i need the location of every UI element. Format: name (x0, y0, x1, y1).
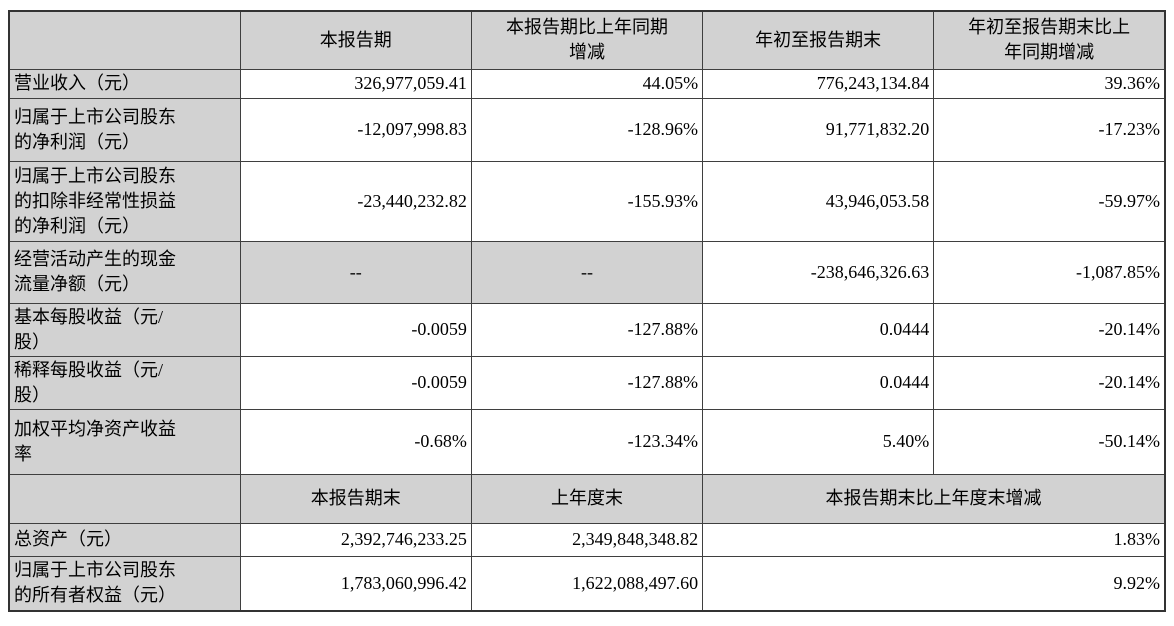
row-label: 总资产（元） (8, 522, 241, 557)
header-row-period: 本报告期 本报告期比上年同期 增减 年初至报告期末 年初至报告期末比上 年同期增… (8, 10, 1166, 70)
value-cell: 44.05% (470, 68, 704, 99)
value-cell-na: -- (239, 240, 472, 304)
value-cell: -23,440,232.82 (239, 160, 472, 242)
value-cell: 5.40% (702, 408, 935, 475)
table-row-net-profit: 归属于上市公司股东 的净利润（元） -12,097,998.83 -128.96… (8, 97, 1166, 162)
value-cell: 1.83% (702, 522, 1166, 557)
row-label: 稀释每股收益（元/ 股） (8, 355, 241, 410)
table-row-owners-equity: 归属于上市公司股东 的所有者权益（元） 1,783,060,996.42 1,6… (8, 555, 1166, 612)
value-cell: 2,349,848,348.82 (470, 522, 704, 557)
header-period-end: 本报告期末 (239, 473, 472, 524)
header-row-period-end: 本报告期末 上年度末 本报告期末比上年度末增减 (8, 473, 1166, 524)
value-cell: 326,977,059.41 (239, 68, 472, 99)
row-label: 加权平均净资产收益 率 (8, 408, 241, 475)
value-cell: 91,771,832.20 (702, 97, 935, 162)
header-yoy-change: 本报告期比上年同期 增减 (470, 10, 704, 70)
value-cell: -0.0059 (239, 355, 472, 410)
value-cell: -12,097,998.83 (239, 97, 472, 162)
value-cell: 776,243,134.84 (702, 68, 935, 99)
value-cell: -128.96% (470, 97, 704, 162)
value-cell: -50.14% (933, 408, 1166, 475)
row-label: 归属于上市公司股东 的所有者权益（元） (8, 555, 241, 612)
value-cell: -0.0059 (239, 302, 472, 357)
header-prev-year-end: 上年度末 (470, 473, 704, 524)
header-ytd-yoy-change: 年初至报告期末比上 年同期增减 (933, 10, 1166, 70)
value-cell: 39.36% (933, 68, 1166, 99)
row-label: 营业收入（元） (8, 68, 241, 99)
value-cell: -20.14% (933, 355, 1166, 410)
row-label: 归属于上市公司股东 的净利润（元） (8, 97, 241, 162)
value-cell: -127.88% (470, 302, 704, 357)
value-cell: -0.68% (239, 408, 472, 475)
value-cell: -123.34% (470, 408, 704, 475)
value-cell: 1,622,088,497.60 (470, 555, 704, 612)
value-cell: 2,392,746,233.25 (239, 522, 472, 557)
value-cell: 0.0444 (702, 355, 935, 410)
table-row-net-profit-excl-nonrecurring: 归属于上市公司股东 的扣除非经常性损益 的净利润（元） -23,440,232.… (8, 160, 1166, 242)
value-cell: 9.92% (702, 555, 1166, 612)
header-change-vs-prev-year-end: 本报告期末比上年度末增减 (702, 473, 1166, 524)
value-cell: -238,646,326.63 (702, 240, 935, 304)
value-cell: -20.14% (933, 302, 1166, 357)
value-cell-na: -- (470, 240, 704, 304)
header-current-period: 本报告期 (239, 10, 472, 70)
table-row-diluted-eps: 稀释每股收益（元/ 股） -0.0059 -127.88% 0.0444 -20… (8, 355, 1166, 410)
table-row-basic-eps: 基本每股收益（元/ 股） -0.0059 -127.88% 0.0444 -20… (8, 302, 1166, 357)
value-cell: -1,087.85% (933, 240, 1166, 304)
value-cell: -155.93% (470, 160, 704, 242)
financial-summary-table: 本报告期 本报告期比上年同期 增减 年初至报告期末 年初至报告期末比上 年同期增… (8, 10, 1166, 612)
table-row-operating-revenue: 营业收入（元） 326,977,059.41 44.05% 776,243,13… (8, 68, 1166, 99)
table-row-weighted-avg-roe: 加权平均净资产收益 率 -0.68% -123.34% 5.40% -50.14… (8, 408, 1166, 475)
row-label: 经营活动产生的现金 流量净额（元） (8, 240, 241, 304)
value-cell: 0.0444 (702, 302, 935, 357)
value-cell: -59.97% (933, 160, 1166, 242)
header-empty-cell (8, 10, 241, 70)
table-row-operating-cash-flow: 经营活动产生的现金 流量净额（元） -- -- -238,646,326.63 … (8, 240, 1166, 304)
value-cell: -127.88% (470, 355, 704, 410)
header-empty-cell (8, 473, 241, 524)
table-row-total-assets: 总资产（元） 2,392,746,233.25 2,349,848,348.82… (8, 522, 1166, 557)
header-ytd: 年初至报告期末 (702, 10, 935, 70)
value-cell: 43,946,053.58 (702, 160, 935, 242)
row-label: 归属于上市公司股东 的扣除非经常性损益 的净利润（元） (8, 160, 241, 242)
row-label: 基本每股收益（元/ 股） (8, 302, 241, 357)
value-cell: 1,783,060,996.42 (239, 555, 472, 612)
value-cell: -17.23% (933, 97, 1166, 162)
